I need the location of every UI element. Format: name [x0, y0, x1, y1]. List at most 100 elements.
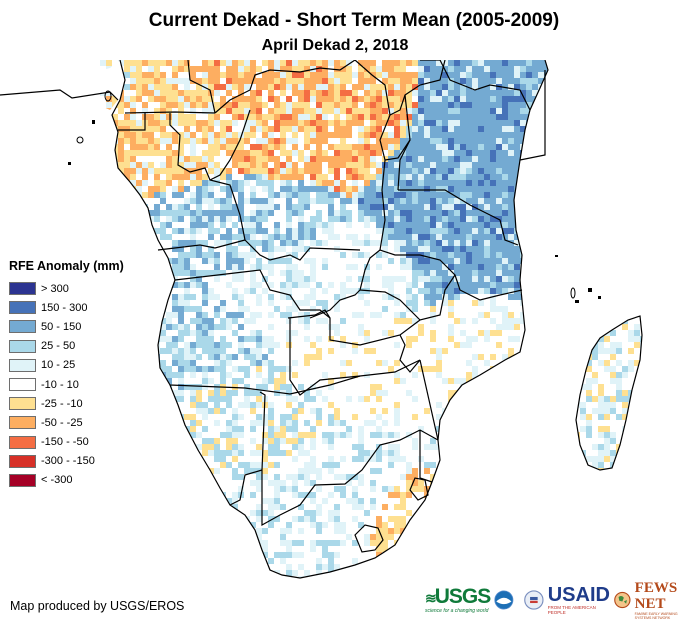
anomaly-cell [346, 174, 352, 180]
anomaly-cell [412, 372, 418, 378]
anomaly-cell [286, 108, 292, 114]
anomaly-cell [514, 426, 520, 432]
anomaly-cell [544, 210, 550, 216]
anomaly-cell [532, 132, 538, 138]
anomaly-cell [574, 498, 580, 504]
anomaly-cell [184, 474, 190, 480]
anomaly-cell [460, 186, 466, 192]
anomaly-cell [196, 120, 202, 126]
anomaly-cell [214, 72, 220, 78]
anomaly-cell [154, 114, 160, 120]
anomaly-cell [622, 138, 628, 144]
anomaly-cell [496, 168, 502, 174]
anomaly-cell [394, 228, 400, 234]
anomaly-cell [466, 420, 472, 426]
anomaly-cell [514, 432, 520, 438]
anomaly-cell [568, 492, 574, 498]
anomaly-cell [292, 516, 298, 522]
anomaly-cell [214, 162, 220, 168]
anomaly-cell [220, 108, 226, 114]
anomaly-cell [502, 102, 508, 108]
anomaly-cell [598, 270, 604, 276]
anomaly-cell [130, 120, 136, 126]
anomaly-cell [202, 468, 208, 474]
anomaly-cell [628, 534, 634, 540]
anomaly-cell [166, 516, 172, 522]
anomaly-cell [256, 528, 262, 534]
anomaly-cell [424, 156, 430, 162]
anomaly-cell [238, 276, 244, 282]
anomaly-cell [436, 216, 442, 222]
anomaly-cell [628, 228, 634, 234]
anomaly-cell [568, 174, 574, 180]
anomaly-cell [598, 234, 604, 240]
anomaly-cell [256, 342, 262, 348]
anomaly-cell [250, 492, 256, 498]
anomaly-cell [574, 162, 580, 168]
anomaly-cell [592, 210, 598, 216]
anomaly-cell [490, 60, 496, 66]
anomaly-cell [556, 150, 562, 156]
anomaly-cell [166, 102, 172, 108]
anomaly-cell [286, 78, 292, 84]
anomaly-cell [436, 60, 442, 66]
anomaly-cell [262, 78, 268, 84]
anomaly-cell [190, 420, 196, 426]
anomaly-cell [562, 276, 568, 282]
anomaly-cell [562, 252, 568, 258]
anomaly-cell [514, 444, 520, 450]
anomaly-cell [418, 228, 424, 234]
anomaly-cell [406, 318, 412, 324]
anomaly-cell [514, 222, 520, 228]
anomaly-cell [310, 438, 316, 444]
anomaly-cell [610, 96, 616, 102]
anomaly-cell [526, 186, 532, 192]
anomaly-cell [232, 444, 238, 450]
anomaly-cell [148, 378, 154, 384]
anomaly-cell [472, 180, 478, 186]
anomaly-cell [244, 168, 250, 174]
anomaly-cell [628, 246, 634, 252]
anomaly-cell [436, 510, 442, 516]
anomaly-cell [424, 180, 430, 186]
anomaly-cell [568, 468, 574, 474]
anomaly-cell [214, 78, 220, 84]
anomaly-cell [604, 144, 610, 150]
anomaly-cell [586, 294, 592, 300]
anomaly-cell [100, 78, 106, 84]
anomaly-cell [316, 468, 322, 474]
anomaly-cell [202, 408, 208, 414]
anomaly-cell [412, 138, 418, 144]
anomaly-cell [256, 150, 262, 156]
anomaly-cell [436, 162, 442, 168]
anomaly-cell [250, 72, 256, 78]
anomaly-cell [160, 72, 166, 78]
anomaly-cell [496, 306, 502, 312]
anomaly-cell [178, 384, 184, 390]
anomaly-cell [640, 186, 642, 192]
anomaly-cell [544, 372, 550, 378]
anomaly-cell [328, 156, 334, 162]
anomaly-cell [280, 288, 286, 294]
anomaly-cell [358, 78, 364, 84]
anomaly-cell [262, 126, 268, 132]
anomaly-cell [358, 108, 364, 114]
anomaly-cell [412, 180, 418, 186]
anomaly-cell [598, 432, 604, 438]
anomaly-cell [202, 78, 208, 84]
anomaly-cell [220, 198, 226, 204]
anomaly-cell [334, 72, 340, 78]
anomaly-cell [130, 72, 136, 78]
map-subtitle: April Dekad 2, 2018 [261, 37, 409, 54]
anomaly-cell [550, 174, 556, 180]
anomaly-cell [604, 348, 610, 354]
anomaly-cell [508, 186, 514, 192]
anomaly-cell [418, 108, 424, 114]
anomaly-cell [154, 516, 160, 522]
anomaly-cell [124, 60, 130, 66]
anomaly-cell [352, 186, 358, 192]
anomaly-cell [334, 174, 340, 180]
anomaly-cell [478, 426, 484, 432]
anomaly-cell [214, 258, 220, 264]
anomaly-cell [442, 426, 448, 432]
